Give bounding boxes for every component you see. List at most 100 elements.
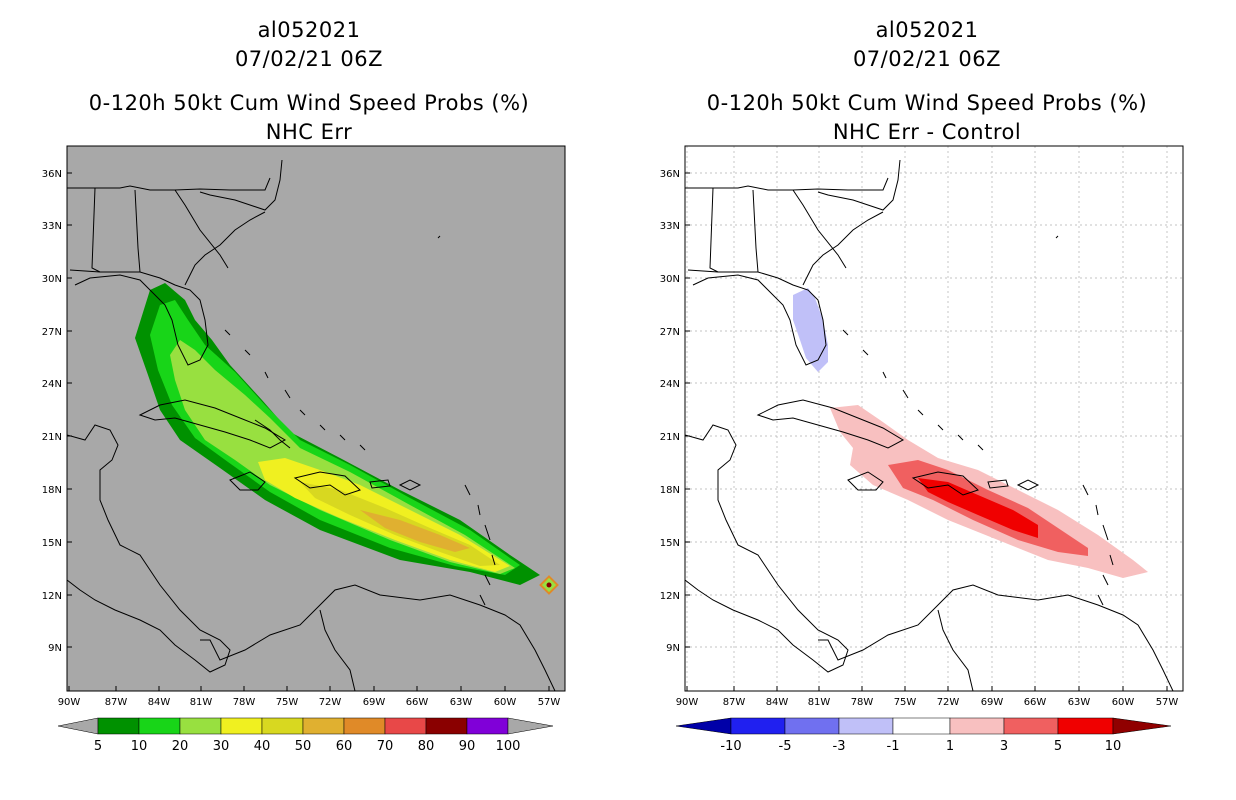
left-map-figure: 36N 33N 30N 27N 24N 21N 18N 15N 12N 9N 9… bbox=[42, 145, 566, 754]
right-colorbar-swatch-neg5 bbox=[784, 717, 840, 735]
right-colorbar-label-pos10: 10 bbox=[1105, 739, 1122, 754]
left-map-frame bbox=[66, 145, 566, 692]
prob-contour-5 bbox=[135, 283, 540, 585]
left-lat-label-21n: 21N bbox=[42, 432, 62, 443]
left-lon-label-90w: 90W bbox=[58, 697, 81, 708]
left-lon-label-78w: 78W bbox=[233, 697, 256, 708]
left-colorbar-swatch-90 bbox=[466, 717, 509, 735]
right-colorbar-swatch-neg10 bbox=[730, 717, 786, 735]
left-colorbar-label-70: 70 bbox=[377, 739, 394, 754]
storm-center-dot bbox=[546, 582, 552, 588]
right-lon-label-84w: 84W bbox=[766, 697, 789, 708]
right-lon-label-81w: 81W bbox=[808, 697, 831, 708]
right-colorbar: -10 -5 -3 -1 1 3 5 10 bbox=[675, 717, 1172, 754]
right-colorbar-swatch-neg1 bbox=[892, 717, 951, 735]
right-map-frame bbox=[684, 145, 1184, 692]
right-lon-label-63w: 63W bbox=[1068, 697, 1091, 708]
right-colorbar-label-neg10: -10 bbox=[720, 739, 741, 754]
right-colorbar-label-pos1: 1 bbox=[946, 739, 954, 754]
left-lon-label-75w: 75W bbox=[276, 697, 299, 708]
left-lat-label-24n: 24N bbox=[42, 379, 62, 390]
left-lon-label-69w: 69W bbox=[363, 697, 386, 708]
left-lon-label-57w: 57W bbox=[538, 697, 561, 708]
right-colorbar-high-arrow bbox=[1112, 717, 1172, 735]
diff-positive-5 bbox=[918, 478, 1038, 538]
left-lat-label-27n: 27N bbox=[42, 327, 62, 338]
left-lon-label-66w: 66W bbox=[406, 697, 429, 708]
left-storm-id: al052021 bbox=[257, 18, 361, 42]
left-colorbar-label-60: 60 bbox=[336, 739, 353, 754]
right-lon-label-66w: 66W bbox=[1024, 697, 1047, 708]
left-lat-label-12n: 12N bbox=[42, 591, 62, 602]
right-colorbar-swatch-pos5 bbox=[1057, 717, 1114, 735]
right-lat-label-12n: 12N bbox=[660, 591, 680, 602]
right-lon-ticks: 90W 87W 84W 81W 78W 75W 72W 69W 66W 63W … bbox=[676, 686, 1179, 708]
right-product-title: 0-120h 50kt Cum Wind Speed Probs (%) bbox=[706, 91, 1148, 115]
left-colorbar-swatch-10 bbox=[138, 717, 181, 735]
prob-contour-50 bbox=[360, 510, 470, 552]
left-colorbar: 5 10 20 30 40 50 60 70 80 90 100 bbox=[57, 717, 554, 754]
right-lon-label-78w: 78W bbox=[851, 697, 874, 708]
left-lon-label-81w: 81W bbox=[190, 697, 213, 708]
right-coastlines bbox=[685, 159, 1174, 691]
right-colorbar-label-neg5: -5 bbox=[779, 739, 792, 754]
right-lon-label-60w: 60W bbox=[1112, 697, 1135, 708]
right-lat-label-18n: 18N bbox=[660, 485, 680, 496]
left-coastlines bbox=[67, 159, 556, 691]
left-colorbar-swatch-20 bbox=[179, 717, 222, 735]
left-colorbar-swatch-5 bbox=[97, 717, 140, 735]
left-panel-nhc-err: al052021 07/02/21 06Z 0-120h 50kt Cum Wi… bbox=[42, 18, 566, 754]
right-datetime: 07/02/21 06Z bbox=[852, 47, 1002, 71]
right-lat-label-21n: 21N bbox=[660, 432, 680, 443]
left-colorbar-swatch-70 bbox=[384, 717, 427, 735]
right-lat-label-15n: 15N bbox=[660, 538, 680, 549]
right-lat-label-27n: 27N bbox=[660, 327, 680, 338]
right-lat-label-24n: 24N bbox=[660, 379, 680, 390]
left-subtitle: NHC Err bbox=[265, 120, 353, 144]
prob-contour-20 bbox=[170, 340, 515, 574]
right-lon-label-69w: 69W bbox=[981, 697, 1004, 708]
left-colorbar-swatch-40 bbox=[261, 717, 304, 735]
left-colorbar-label-100: 100 bbox=[496, 739, 521, 754]
right-subtitle: NHC Err - Control bbox=[832, 120, 1022, 144]
right-lon-label-87w: 87W bbox=[723, 697, 746, 708]
right-colorbar-low-arrow bbox=[675, 717, 732, 735]
left-colorbar-label-10: 10 bbox=[131, 739, 148, 754]
left-colorbar-label-20: 20 bbox=[172, 739, 189, 754]
right-lat-label-30n: 30N bbox=[660, 274, 680, 285]
right-colorbar-label-pos3: 3 bbox=[1000, 739, 1008, 754]
right-colorbar-label-pos5: 5 bbox=[1054, 739, 1062, 754]
right-colorbar-swatch-pos1 bbox=[949, 717, 1005, 735]
left-colorbar-label-80: 80 bbox=[418, 739, 435, 754]
right-colorbar-label-neg1: -1 bbox=[887, 739, 900, 754]
right-lon-label-57w: 57W bbox=[1156, 697, 1179, 708]
right-panel-nhc-err-minus-control: al052021 07/02/21 06Z 0-120h 50kt Cum Wi… bbox=[618, 0, 1236, 800]
left-product-title: 0-120h 50kt Cum Wind Speed Probs (%) bbox=[88, 91, 530, 115]
right-lat-ticks: 36N 33N 30N 27N 24N 21N 18N 15N 12N 9N bbox=[660, 169, 690, 654]
left-colorbar-label-40: 40 bbox=[254, 739, 271, 754]
left-lat-label-33n: 33N bbox=[42, 221, 62, 232]
right-lon-label-75w: 75W bbox=[894, 697, 917, 708]
left-lon-label-87w: 87W bbox=[105, 697, 128, 708]
right-colorbar-swatch-neg3 bbox=[838, 717, 894, 735]
diff-negative-florida bbox=[793, 288, 828, 372]
left-lat-label-30n: 30N bbox=[42, 274, 62, 285]
right-colorbar-swatch-pos3 bbox=[1003, 717, 1059, 735]
left-lon-label-60w: 60W bbox=[494, 697, 517, 708]
left-datetime: 07/02/21 06Z bbox=[234, 47, 384, 71]
right-storm-id: al052021 bbox=[875, 18, 979, 42]
left-colorbar-swatch-80 bbox=[425, 717, 468, 735]
left-lon-label-72w: 72W bbox=[319, 697, 342, 708]
left-lat-label-15n: 15N bbox=[42, 538, 62, 549]
left-lon-label-84w: 84W bbox=[148, 697, 171, 708]
left-colorbar-label-50: 50 bbox=[295, 739, 312, 754]
right-lat-label-36n: 36N bbox=[660, 169, 680, 180]
left-colorbar-label-30: 30 bbox=[213, 739, 230, 754]
left-colorbar-low-arrow bbox=[57, 717, 99, 735]
left-lat-ticks: 36N 33N 30N 27N 24N 21N 18N 15N 12N 9N bbox=[42, 169, 72, 654]
left-lat-label-36n: 36N bbox=[42, 169, 62, 180]
right-colorbar-label-neg3: -3 bbox=[833, 739, 846, 754]
left-colorbar-label-90: 90 bbox=[459, 739, 476, 754]
right-lon-label-90w: 90W bbox=[676, 697, 699, 708]
right-lat-label-33n: 33N bbox=[660, 221, 680, 232]
